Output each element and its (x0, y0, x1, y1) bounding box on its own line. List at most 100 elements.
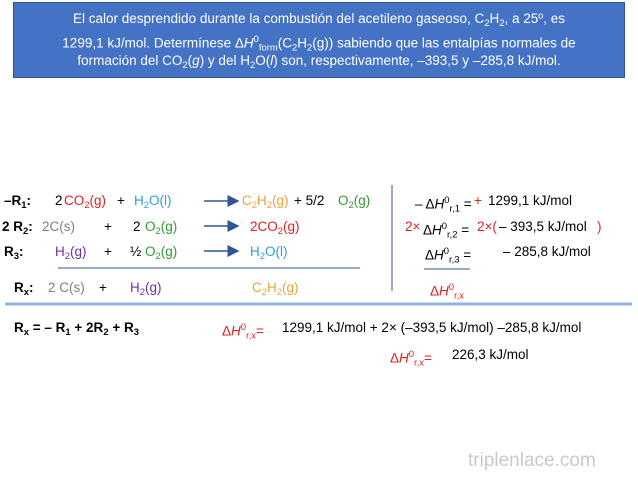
text-run: (g)) sabiendo que las entalpías normales… (312, 35, 576, 51)
header-line: 1299,1 kJ/mol. Determínese ΔH0form(C2H2(… (13, 31, 625, 57)
species: O2(g) (145, 243, 177, 266)
text-run: – Δ (415, 196, 435, 212)
text-run: 0 (443, 246, 450, 257)
enthalpy-label: ΔH0r,x= (390, 346, 432, 372)
text-run: 2 (155, 250, 161, 262)
text-run: 2 (259, 250, 265, 262)
operator: + (104, 218, 112, 236)
text-run: formación del CO (77, 53, 183, 68)
coefficient: 2 (55, 192, 63, 210)
multiplier: 2×( (477, 218, 497, 236)
text-run: 2CO (250, 219, 278, 234)
species: O2(g) (145, 218, 177, 241)
text-run: 2 (182, 59, 188, 71)
text-run: 2 (499, 17, 505, 29)
text-run: Δ (390, 350, 400, 366)
text-run: = (460, 196, 472, 212)
text-run: r,1 (449, 203, 461, 215)
result: 226,3 kJ/mol (452, 346, 529, 364)
text-run: form (258, 42, 278, 54)
text-run: 3 (13, 250, 19, 262)
text-run: g (192, 53, 200, 68)
species: C2H2(g) (252, 279, 299, 302)
text-run: (C (277, 35, 293, 51)
species: CO2(g) (64, 192, 106, 215)
text-run: x (23, 286, 29, 298)
text-run: l (270, 53, 274, 68)
text-run: = (457, 222, 470, 238)
text-run: r,x (414, 357, 424, 369)
text-run: = (256, 323, 264, 339)
text-run: C (242, 193, 252, 208)
text-run: H (55, 244, 65, 259)
text-run: 2 (292, 42, 298, 54)
text-run: : (28, 219, 33, 234)
text-run: 2 (55, 193, 63, 208)
text-run: (g) (160, 219, 178, 234)
text-run: 2× (405, 219, 421, 234)
header-line: El calor desprendido durante la combusti… (13, 10, 625, 33)
species: 2 C(s) (48, 279, 85, 297)
text-run: + 5/2 (294, 193, 325, 208)
text-run: 2 (307, 42, 313, 54)
text-run: (g) (282, 280, 299, 295)
text-run: + (104, 244, 112, 259)
text-run: 2 (266, 199, 272, 211)
text-run: El calor desprendido durante la combusti… (73, 11, 485, 26)
text-run: 0 (448, 282, 455, 293)
text-run: H (267, 280, 277, 295)
text-run: 2×( (477, 219, 497, 234)
text-run: H (243, 35, 254, 51)
text-run: 2 (348, 199, 354, 211)
text-run: 0 (253, 34, 259, 45)
text-run: H (434, 247, 444, 263)
text-run: H (399, 350, 409, 366)
text-run: r,2 (447, 229, 458, 241)
species: O2(g) (338, 192, 370, 215)
text-run: (g) (160, 244, 178, 259)
text-run: O(l) (265, 244, 288, 259)
species: C2H2(g) (242, 192, 289, 215)
text-run: ) son, respectivamente, –393,5 y –285,8 … (273, 53, 561, 68)
text-run: R (14, 320, 24, 335)
enthalpy-label: ΔH0r,2 = (423, 218, 469, 244)
text-run: 2 R (2, 219, 24, 234)
text-run: C (252, 280, 262, 295)
text-run: + (117, 193, 125, 208)
operator: + (104, 243, 112, 261)
reaction-label: Rx: (14, 279, 34, 302)
text-run: = – R (29, 320, 66, 335)
text-run: H (250, 244, 260, 259)
text-run: r,3 (449, 254, 460, 266)
text-run: 2 (261, 286, 267, 298)
species: H2(g) (130, 279, 162, 302)
text-run: H (439, 283, 449, 299)
text-run: : (26, 193, 32, 208)
text-run: + 2R (70, 320, 104, 335)
text-run: + R (108, 320, 134, 335)
text-run: – 285,8 kJ/mol (503, 244, 591, 259)
text-run: 2 (103, 326, 109, 338)
text-run: ) (597, 219, 602, 234)
text-run: : (19, 244, 24, 259)
text-run: + (99, 280, 107, 295)
text-run: 2 (133, 219, 141, 234)
text-run: H (297, 35, 308, 51)
reaction-label: R3: (4, 243, 24, 266)
enthalpy-label: – ΔH0r,1 = (415, 192, 472, 218)
combination: Rx = – R1 + 2R2 + R3 (14, 319, 139, 342)
text-run: H (489, 11, 500, 26)
text-run: O (145, 244, 156, 259)
text-run: H (257, 193, 267, 208)
text-run: –R (4, 193, 22, 208)
text-run: 1 (65, 326, 71, 338)
text-run: 2 (484, 17, 490, 29)
reaction-label: 2 R2: (2, 218, 33, 241)
text-run: ½ (130, 244, 142, 259)
text-run: 0 (240, 322, 247, 333)
footer: triplenlace.com (468, 450, 596, 471)
text-run: 2 (276, 286, 282, 298)
text-run: 1 (21, 199, 27, 211)
text-run: 1299,1 kJ/mol (488, 193, 573, 208)
